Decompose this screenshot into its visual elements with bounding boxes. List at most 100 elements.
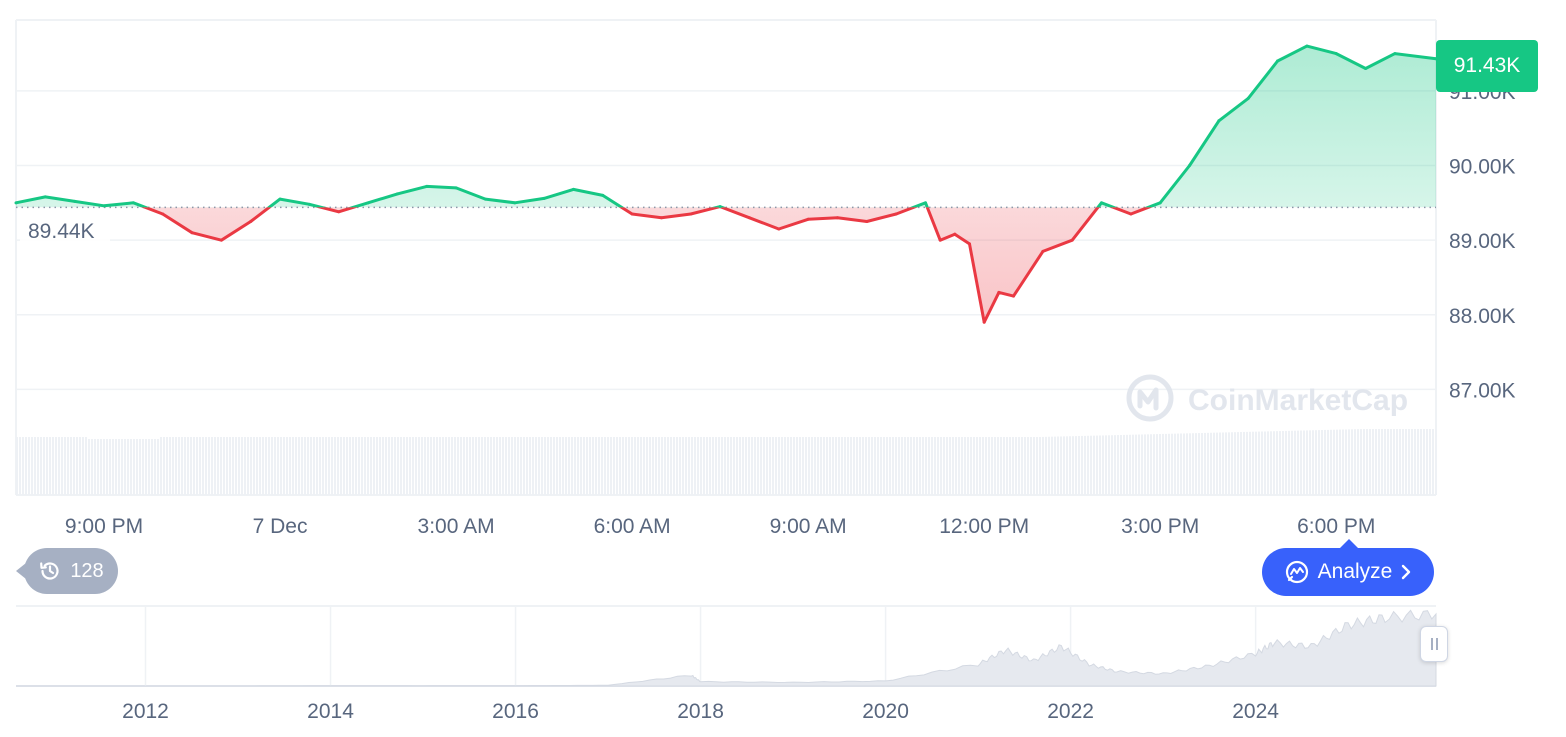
- x-axis-tick-labels: 9:00 PM 7 Dec 3:00 AM 6:00 AM 9:00 AM 12:00 P…: [65, 515, 1375, 538]
- volume-bar: [916, 437, 918, 495]
- volume-bar: [487, 437, 489, 495]
- volume-bar: [526, 437, 528, 495]
- volume-bar: [211, 437, 213, 495]
- current-price-badge: 91.43K: [1436, 40, 1538, 92]
- y-tick-label: 88.00K: [1449, 305, 1516, 328]
- volume-bar: [751, 437, 753, 495]
- volume-bar: [811, 437, 813, 495]
- volume-bar: [121, 439, 123, 495]
- volume-bar: [808, 437, 810, 495]
- volume-bar: [1108, 435, 1110, 495]
- volume-bar: [190, 437, 192, 495]
- navigator-x-tick-label: 2012: [122, 700, 169, 723]
- analyze-button[interactable]: Analyze: [1262, 539, 1434, 596]
- volume-bar: [163, 437, 165, 495]
- volume-bar: [34, 437, 36, 495]
- navigator-drag-handle[interactable]: [1420, 626, 1448, 662]
- volume-bar: [571, 437, 573, 495]
- volume-bar: [88, 439, 90, 495]
- volume-bar: [196, 437, 198, 495]
- volume-bar: [583, 437, 585, 495]
- volume-bar: [1225, 432, 1227, 495]
- price-series: [15, 44, 1437, 324]
- volume-bar: [676, 437, 678, 495]
- volume-bar: [394, 437, 396, 495]
- series-point: [43, 195, 47, 199]
- volume-bar: [547, 437, 549, 495]
- volume-bar: [316, 437, 318, 495]
- volume-bar: [904, 437, 906, 495]
- volume-bar: [766, 437, 768, 495]
- volume-bar: [1204, 432, 1206, 495]
- series-point: [571, 187, 575, 191]
- volume-bar: [1063, 436, 1065, 495]
- history-pill[interactable]: 128: [16, 548, 118, 594]
- volume-bar: [502, 437, 504, 495]
- series-point: [307, 202, 311, 206]
- volume-bar: [763, 437, 765, 495]
- volume-bar: [1408, 429, 1410, 495]
- volume-bar: [1270, 431, 1272, 495]
- volume-bar: [265, 437, 267, 495]
- volume-bar: [469, 437, 471, 495]
- volume-bar: [1276, 431, 1278, 495]
- volume-bar: [604, 437, 606, 495]
- volume-bar: [880, 437, 882, 495]
- volume-bar: [400, 437, 402, 495]
- volume-bar: [673, 437, 675, 495]
- volume-bar: [322, 437, 324, 495]
- history-count: 128: [70, 559, 104, 582]
- volume-bar: [346, 437, 348, 495]
- volume-bar: [829, 437, 831, 495]
- volume-bar: [283, 437, 285, 495]
- series-point: [1129, 212, 1133, 216]
- volume-bar: [298, 437, 300, 495]
- volume-bar: [1234, 432, 1236, 495]
- volume-bar: [508, 437, 510, 495]
- volume-bar: [844, 437, 846, 495]
- volume-bar: [472, 437, 474, 495]
- volume-bar: [1054, 436, 1056, 495]
- volume-bar: [1168, 433, 1170, 495]
- series-line-above-baseline: [15, 44, 1437, 208]
- volume-bar: [304, 437, 306, 495]
- volume-bar: [1075, 436, 1077, 495]
- volume-bar: [1312, 430, 1314, 495]
- volume-bar: [1117, 435, 1119, 495]
- baseline-label-text: 89.44K: [28, 220, 95, 243]
- volume-bar: [193, 437, 195, 495]
- volume-bar: [127, 439, 129, 495]
- volume-bar: [388, 437, 390, 495]
- series-point: [747, 216, 751, 220]
- volume-bar: [1159, 434, 1161, 495]
- volume-bar: [952, 437, 954, 495]
- volume-bar: [817, 437, 819, 495]
- volume-bar: [1198, 433, 1200, 495]
- volume-bar: [310, 437, 312, 495]
- volume-bar: [481, 437, 483, 495]
- volume-bar: [235, 437, 237, 495]
- volume-bar: [70, 437, 72, 495]
- series-point: [689, 212, 693, 216]
- volume-bar: [1066, 436, 1068, 495]
- volume-bar: [463, 437, 465, 495]
- volume-bar: [769, 437, 771, 495]
- volume-bar: [1057, 436, 1059, 495]
- series-point: [1070, 238, 1074, 242]
- volume-bar: [730, 437, 732, 495]
- volume-bar: [760, 437, 762, 495]
- volume-bar: [307, 437, 309, 495]
- series-point: [454, 186, 458, 190]
- volume-bar: [862, 437, 864, 495]
- volume-bar: [1369, 429, 1371, 495]
- x-tick-label: 3:00 PM: [1121, 515, 1199, 538]
- volume-bar: [1186, 433, 1188, 495]
- volume-bar: [1336, 429, 1338, 495]
- volume-bar: [988, 437, 990, 495]
- volume-bar: [436, 437, 438, 495]
- volume-bar: [1282, 430, 1284, 495]
- volume-bar: [1021, 437, 1023, 495]
- volume-bar: [262, 437, 264, 495]
